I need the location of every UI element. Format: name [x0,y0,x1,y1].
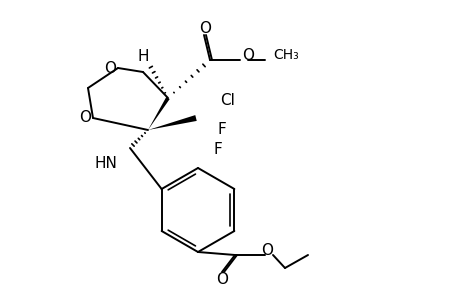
Text: Cl: Cl [219,92,235,107]
Polygon shape [148,115,196,130]
Text: O: O [104,61,116,76]
Text: F: F [218,122,226,137]
Text: CH₃: CH₃ [272,48,298,62]
Text: O: O [241,47,253,62]
Text: O: O [216,272,228,287]
Text: F: F [213,142,222,158]
Text: H: H [137,49,148,64]
Polygon shape [148,97,169,130]
Text: O: O [260,244,272,259]
Text: O: O [79,110,91,125]
Text: O: O [199,20,211,35]
Text: HN: HN [94,155,117,170]
